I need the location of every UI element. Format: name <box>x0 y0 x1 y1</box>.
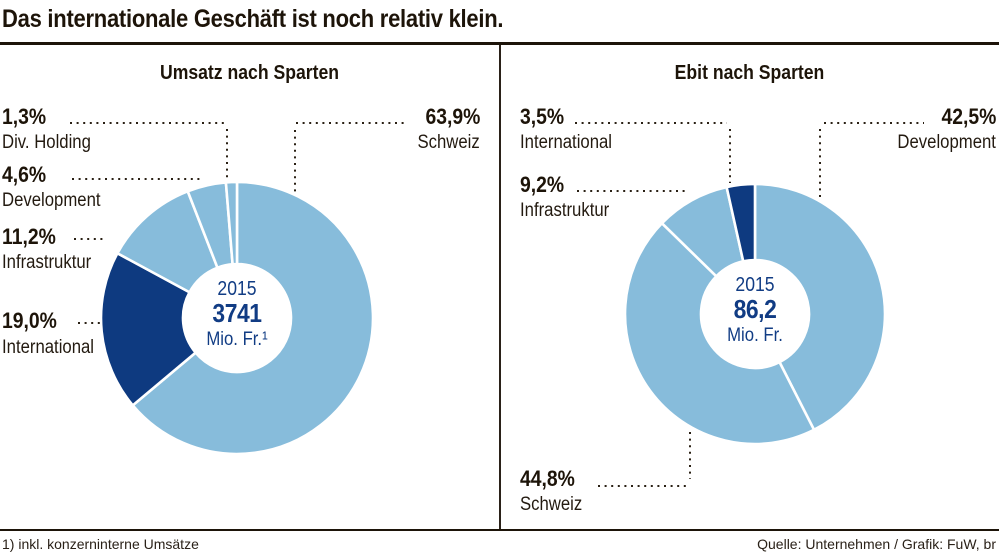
label-name-international-r: International <box>520 132 613 153</box>
label-pct-infrastruktur-l: 11,2% <box>2 224 56 249</box>
label-pct-international-l: 19,0% <box>2 308 57 333</box>
pie-slice-div-holding <box>224 180 239 266</box>
label-pct-schweiz-l: 63,9% <box>425 104 480 129</box>
pie-slice-international <box>725 182 757 263</box>
chart-title: Das internationale Geschäft ist noch rel… <box>2 5 504 33</box>
label-pct-infrastruktur-r: 9,2% <box>520 172 565 197</box>
donut-center-umsatz: 2015 3741 Mio. Fr.¹ <box>175 278 298 352</box>
footnote-text: 1) inkl. konzerninterne Umsätze <box>2 536 199 552</box>
center-unit-umsatz: Mio. Fr.¹ <box>206 329 268 350</box>
source-text: Quelle: Unternehmen / Grafik: FuW, br <box>757 536 996 552</box>
panel-header-umsatz: Umsatz nach Sparten <box>160 62 339 84</box>
label-name-development-r: Development <box>897 132 996 153</box>
title-rule <box>0 42 999 45</box>
label-pct-development-r: 42,5% <box>941 104 996 129</box>
label-pct-international-r: 3,5% <box>520 104 565 129</box>
label-name-schweiz-r: Schweiz <box>520 494 583 515</box>
label-name-infrastruktur-l: Infrastruktur <box>2 252 92 273</box>
center-year-umsatz: 2015 <box>217 278 257 300</box>
center-value-umsatz: 3741 <box>212 298 262 328</box>
label-name-schweiz-l: Schweiz <box>417 132 480 153</box>
center-value-ebit: 86,2 <box>733 294 777 324</box>
label-pct-schweiz-r: 44,8% <box>520 466 575 491</box>
panel-header-ebit: Ebit nach Sparten <box>674 62 825 84</box>
center-unit-ebit: Mio. Fr. <box>727 325 783 346</box>
footer-rule <box>0 529 999 531</box>
label-pct-development-l: 4,6% <box>2 162 47 187</box>
label-name-div-holding: Div. Holding <box>2 132 91 153</box>
label-name-development-l: Development <box>2 190 101 211</box>
pie-slice-infrastruktur <box>660 185 745 279</box>
donut-center-ebit: 2015 86,2 Mio. Fr. <box>693 274 816 348</box>
pie-slice-development <box>186 181 234 270</box>
label-pct-div-holding: 1,3% <box>2 104 47 129</box>
label-name-infrastruktur-r: Infrastruktur <box>520 200 610 221</box>
label-name-international-l: International <box>2 337 95 358</box>
center-year-ebit: 2015 <box>735 274 775 296</box>
panel-divider <box>499 45 501 529</box>
